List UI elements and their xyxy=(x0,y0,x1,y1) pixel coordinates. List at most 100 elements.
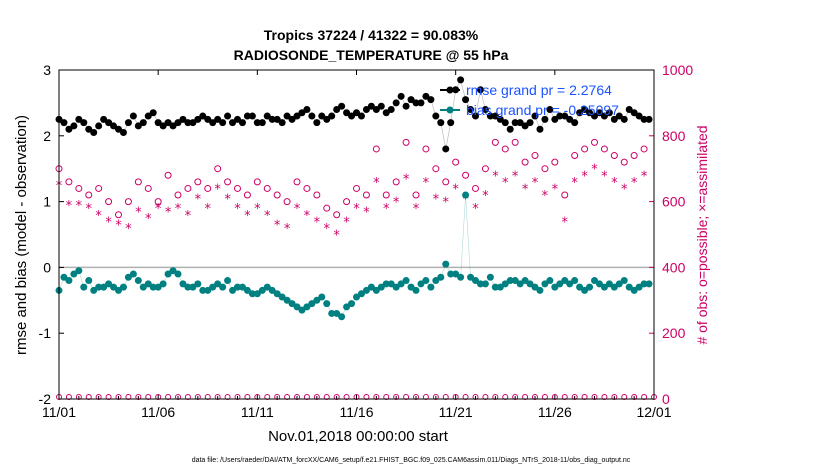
possible-point xyxy=(75,184,83,192)
rmse-point xyxy=(367,102,375,110)
bias-point xyxy=(610,283,618,291)
bias-point xyxy=(199,286,207,294)
rmse-point xyxy=(571,119,579,127)
bias-point xyxy=(407,283,415,291)
rmse-point xyxy=(551,115,559,123)
assimilated-point: * xyxy=(115,219,122,234)
bias-point xyxy=(417,280,425,288)
bias-point xyxy=(159,280,167,288)
y-tick-label: 2 xyxy=(43,128,51,144)
bias-point xyxy=(90,286,98,294)
rmse-point xyxy=(591,112,598,120)
bias-point xyxy=(541,280,549,288)
rmse-point xyxy=(630,109,638,117)
bias-point xyxy=(561,277,569,285)
assimilated-point: * xyxy=(492,169,499,184)
possible-point xyxy=(551,158,559,166)
bias-point xyxy=(511,277,519,285)
bias-point xyxy=(115,286,122,294)
bias-point xyxy=(139,283,147,291)
possible-point xyxy=(224,178,232,186)
rmse-point xyxy=(586,109,594,117)
bias-point xyxy=(169,267,177,275)
bias-point xyxy=(516,280,524,288)
rmse-point xyxy=(566,115,574,123)
bias-point xyxy=(209,283,217,291)
bias-point xyxy=(219,283,227,291)
bias-point xyxy=(184,283,192,291)
y-right-tick-label: 600 xyxy=(662,194,686,210)
possible-point xyxy=(561,191,569,199)
assimilated-point: * xyxy=(363,205,370,220)
rmse-point xyxy=(323,115,331,123)
rmse-point xyxy=(258,119,266,127)
rmse-point xyxy=(442,145,450,153)
assimilated-point: * xyxy=(185,209,192,224)
rmse-point xyxy=(313,119,321,127)
possible-point xyxy=(501,145,509,153)
plot-frame xyxy=(58,69,655,400)
rmse-point xyxy=(164,119,172,127)
possible-point xyxy=(432,165,440,173)
rmse-point xyxy=(263,112,271,120)
bias-point xyxy=(447,270,455,278)
possible-point xyxy=(194,178,202,186)
possible-point xyxy=(214,165,222,173)
y-tick-label: 1 xyxy=(43,194,51,210)
assimilated-point: * xyxy=(333,229,340,244)
bias-point xyxy=(154,283,162,291)
x-tick-label: 11/06 xyxy=(141,404,175,420)
possible-point xyxy=(65,178,73,186)
possible-point xyxy=(422,145,430,153)
bias-point xyxy=(392,283,400,291)
possible-point xyxy=(253,178,261,186)
possible-point xyxy=(323,204,331,212)
bias-point xyxy=(144,280,152,288)
rmse-point xyxy=(253,119,261,127)
rmse-point xyxy=(288,115,296,123)
rmse-point xyxy=(149,109,157,117)
bias-point xyxy=(124,273,132,281)
rmse-point xyxy=(238,119,246,127)
possible-point xyxy=(481,165,489,173)
possible-point xyxy=(184,184,192,192)
bias-point xyxy=(437,273,445,281)
assimilated-point: * xyxy=(641,169,648,184)
assimilated-point: * xyxy=(472,202,479,217)
possible-point xyxy=(144,184,152,192)
rmse-point xyxy=(308,112,316,120)
possible-point xyxy=(531,152,539,160)
possible-point xyxy=(462,171,470,179)
assimilated-point: * xyxy=(532,176,539,191)
possible-point xyxy=(491,138,499,146)
bias-point xyxy=(412,286,420,294)
rmse-point xyxy=(184,119,192,127)
bias-point xyxy=(635,283,643,291)
bias-point xyxy=(576,283,584,291)
rmse-point xyxy=(645,115,653,123)
footnote: data file: /Users/raeder/DAI/ATM_forcXX/… xyxy=(192,457,631,464)
bias-point xyxy=(605,280,613,288)
bias-point xyxy=(258,286,266,294)
bias-point xyxy=(65,277,73,285)
y-axis-right-label: # of obs: o=possible; ×=assimilated xyxy=(694,125,710,344)
bias-point xyxy=(591,277,598,285)
possible-point xyxy=(472,184,479,192)
rmse-point xyxy=(224,112,232,120)
bias-point xyxy=(348,300,356,308)
assimilated-point: * xyxy=(214,182,221,197)
assimilated-point: * xyxy=(512,169,519,184)
possible-point xyxy=(283,198,291,206)
bias-point xyxy=(615,280,623,288)
possible-point xyxy=(442,178,450,186)
possible-point xyxy=(630,152,638,160)
bias-point xyxy=(467,273,475,281)
assimilated-point: * xyxy=(433,192,440,207)
assimilated-point: * xyxy=(631,176,638,191)
x-tick-label: 11/21 xyxy=(439,404,473,420)
possible-point xyxy=(293,178,301,186)
rmse-point xyxy=(501,119,509,127)
bias-point xyxy=(204,286,212,294)
rmse-point xyxy=(472,112,479,120)
bias-point xyxy=(357,290,365,298)
